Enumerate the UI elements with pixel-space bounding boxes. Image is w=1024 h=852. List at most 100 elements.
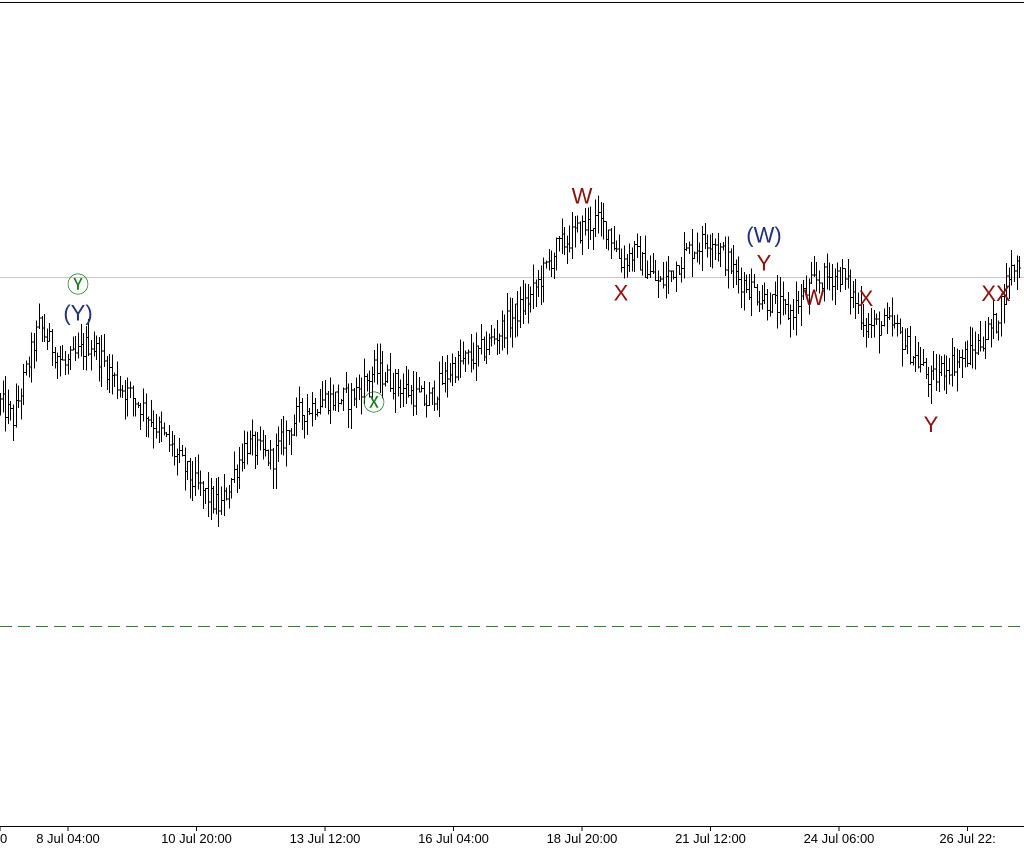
ohlc-bar [862,303,865,338]
ohlc-bar [620,248,623,273]
ohlc-bar [938,354,941,393]
ohlc-bar [563,227,566,255]
ohlc-bar [202,481,205,510]
ohlc-bar [139,402,142,430]
ohlc-bar [839,266,842,292]
ohlc-bar [467,349,470,365]
ohlc-bar [977,333,980,356]
ohlc-bar [210,477,213,521]
ohlc-bar [545,260,548,269]
ohlc-bar [100,335,103,388]
ohlc-bar [152,410,155,449]
ohlc-bar [311,392,314,427]
ohlc-bar [919,347,922,373]
ohlc-bar [275,433,278,489]
ohlc-bar [345,371,348,393]
ohlc-bar [587,207,590,250]
ohlc-bar [488,333,491,356]
wave-label: W [572,183,593,208]
ohlc-bar [142,388,145,422]
ohlc-bar [594,199,597,238]
ohlc-bar [72,336,75,351]
ohlc-bar [436,396,439,411]
ohlc-bar [758,291,761,313]
ohlc-bar [943,354,946,391]
ohlc-bar [927,367,930,398]
ohlc-bar [376,343,379,385]
ohlc-bar [540,265,543,306]
wave-label: Y [924,412,939,437]
ohlc-bar [951,337,954,387]
ohlc-bar [293,414,296,437]
ohlc-bar [347,383,350,429]
ohlc-bar [178,438,181,463]
ohlc-bar [277,426,280,463]
ohlc-bar [680,256,683,283]
ohlc-bar [831,264,834,301]
ohlc-bar [340,399,343,405]
ohlc-bar [410,385,413,405]
ohlc-bar [1010,250,1013,286]
ohlc-bar [189,458,192,499]
ohlc-bar [870,307,873,338]
ohlc-bar [308,408,311,416]
ohlc-bar [555,237,558,271]
ohlc-bar [7,389,10,425]
ohlc-bar [477,345,480,367]
ohlc-bar [329,377,332,424]
ohlc-bar [522,279,525,324]
ohlc-bar [316,408,319,417]
ohlc-bar [745,274,748,293]
ohlc-bar [165,432,168,437]
ohlc-bar [194,456,197,496]
ohlc-bar [197,454,200,490]
ohlc-bar [506,293,509,355]
ohlc-bar [834,268,837,306]
ohlc-bar [184,447,187,491]
ohlc-bar [160,411,163,443]
ohlc-bar [360,377,363,415]
ohlc-bar [828,262,831,291]
ohlc-bar [475,332,478,381]
ohlc-bar [54,346,57,369]
ohlc-bar [987,316,990,341]
ohlc-bar [1005,263,1008,306]
ohlc-bar [251,419,254,456]
ohlc-bar [449,362,452,383]
ohlc-bar [163,422,166,436]
ohlc-bar [852,281,855,308]
ohlc-bar [95,335,98,361]
x-tick-label: 13 Jul 12:00 [290,831,361,846]
ohlc-bar [106,355,109,390]
ohlc-bar [633,241,636,272]
ohlc-bar [995,313,998,334]
ohlc-bar [787,292,790,321]
ohlc-bar [753,274,756,289]
ohlc-bar [113,372,116,388]
ohlc-bar [875,313,878,326]
ohlc-bar [85,326,88,371]
ohlc-bar [397,368,400,397]
ohlc-bar [412,370,415,417]
ohlc-bar [724,236,727,277]
ohlc-bar [295,397,298,437]
ohlc-bar [496,319,499,356]
ohlc-bar [971,327,974,369]
ohlc-bar [922,348,925,367]
ohlc-bar [425,394,428,418]
ohlc-bar [43,313,46,342]
wave-label: Ⓨ [67,273,89,298]
ohlc-bar [493,328,496,345]
ohlc-bar [238,446,241,489]
ohlc-bar [176,448,179,476]
ohlc-bar [77,332,80,359]
ohlc-bar [319,389,322,415]
ohlc-bar [9,400,12,421]
ohlc-bar [288,430,291,445]
ohlc-bar [854,278,857,319]
ohlc-bar [654,259,657,282]
ohlc-bar [80,324,83,357]
ohlc-bar [613,225,616,251]
ohlc-bar [849,269,852,315]
